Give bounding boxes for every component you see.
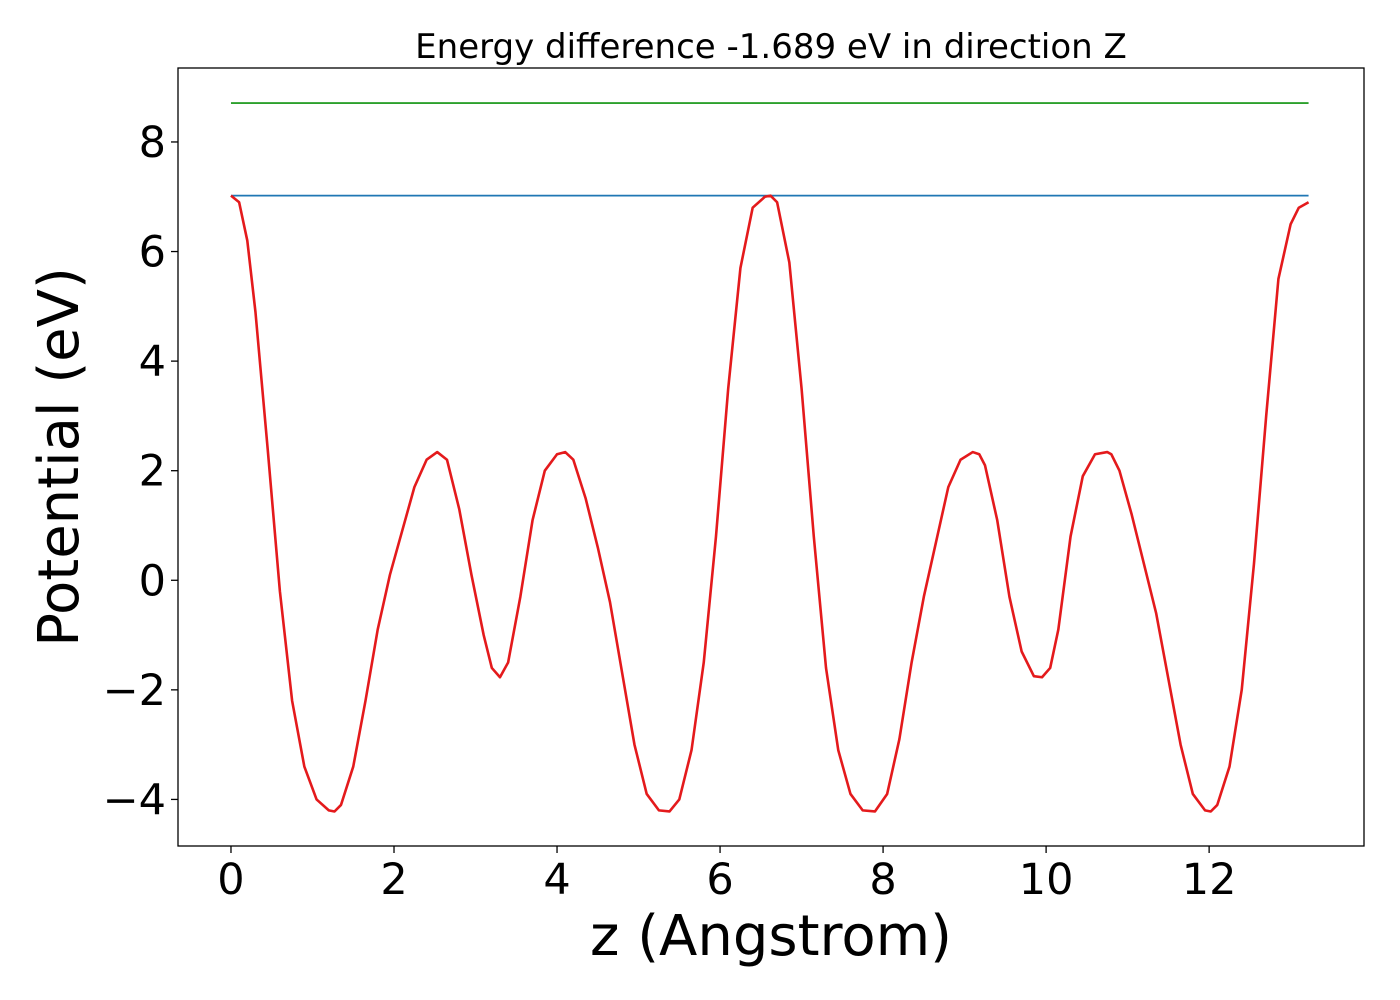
y-axis-label: Potential (eV): [27, 267, 92, 647]
x-tick-label: 10: [1019, 855, 1074, 905]
y-tick-label: 6: [139, 228, 166, 278]
y-tick-label: 4: [139, 337, 166, 387]
x-tick-label: 4: [543, 855, 570, 905]
y-tick-label: −2: [103, 666, 166, 716]
series-layer: [230, 102, 1310, 813]
x-axis-label: z (Angstrom): [590, 904, 952, 969]
x-tick-label: 12: [1182, 855, 1237, 905]
plot-frame: [177, 67, 1365, 847]
y-tick-label: −4: [103, 775, 166, 825]
y-axis-ticks: −4 −2 0 2 4 6 8: [103, 118, 178, 825]
series-line-2: [230, 194, 1310, 813]
x-tick-label: 6: [706, 855, 733, 905]
x-tick-label: 0: [217, 855, 244, 905]
x-axis-ticks: 0 2 4 6 8 10 12: [217, 846, 1236, 905]
y-tick-label: 2: [139, 447, 166, 497]
x-tick-label: 2: [380, 855, 407, 905]
x-tick-label: 8: [869, 855, 896, 905]
y-tick-label: 8: [139, 118, 166, 168]
chart-title: Energy difference -1.689 eV in direction…: [415, 27, 1127, 67]
y-tick-label: 0: [139, 556, 166, 606]
